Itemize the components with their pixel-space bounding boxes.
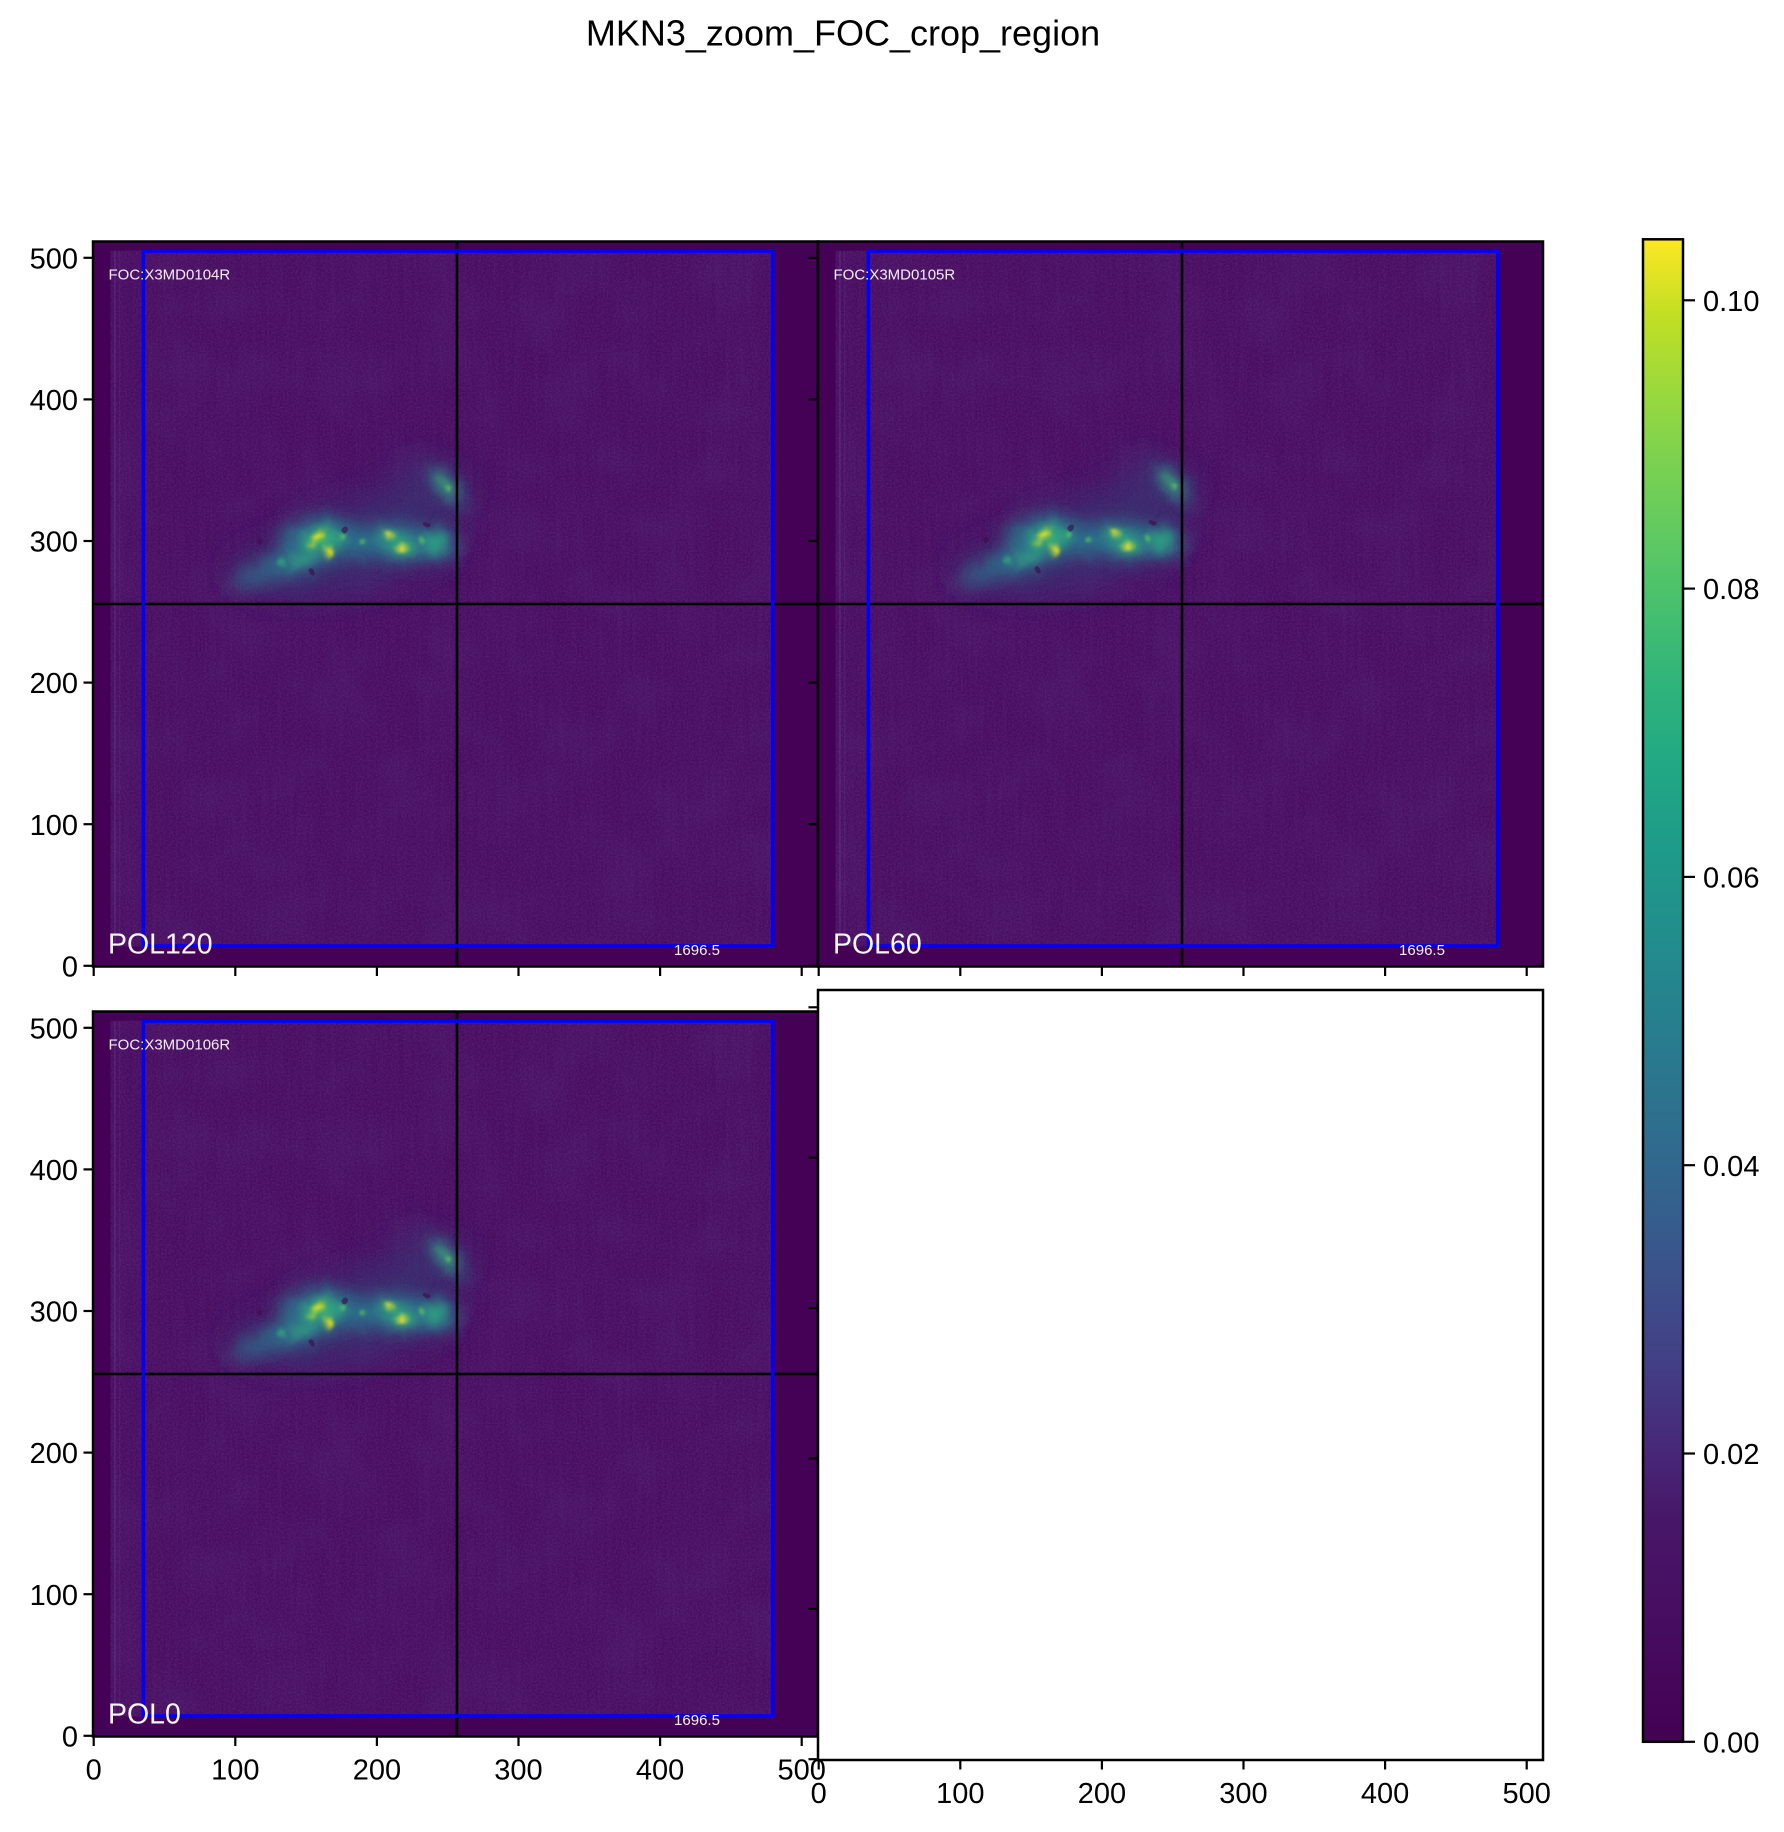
svg-text:0: 0 bbox=[62, 951, 78, 983]
svg-text:200: 200 bbox=[30, 668, 78, 700]
svg-text:1696.5: 1696.5 bbox=[674, 942, 720, 959]
svg-text:0.06: 0.06 bbox=[1703, 863, 1759, 895]
svg-text:0: 0 bbox=[811, 1778, 827, 1810]
svg-text:100: 100 bbox=[30, 810, 78, 842]
svg-text:200: 200 bbox=[353, 1755, 401, 1787]
svg-text:100: 100 bbox=[936, 1778, 984, 1810]
svg-text:500: 500 bbox=[778, 1755, 826, 1787]
svg-text:200: 200 bbox=[1078, 1778, 1126, 1810]
svg-text:0.00: 0.00 bbox=[1703, 1727, 1759, 1759]
svg-text:0.04: 0.04 bbox=[1703, 1151, 1759, 1183]
svg-text:400: 400 bbox=[636, 1755, 684, 1787]
svg-text:POL60: POL60 bbox=[833, 929, 922, 961]
svg-text:400: 400 bbox=[30, 385, 78, 417]
svg-text:200: 200 bbox=[30, 1438, 78, 1470]
svg-text:FOC:X3MD0104R: FOC:X3MD0104R bbox=[109, 267, 231, 284]
svg-text:300: 300 bbox=[1219, 1778, 1267, 1810]
svg-text:500: 500 bbox=[30, 1013, 78, 1045]
svg-text:0.08: 0.08 bbox=[1703, 574, 1759, 606]
svg-text:0: 0 bbox=[86, 1755, 102, 1787]
svg-text:100: 100 bbox=[30, 1580, 78, 1612]
svg-text:400: 400 bbox=[1361, 1778, 1409, 1810]
svg-text:300: 300 bbox=[30, 527, 78, 559]
svg-text:MKN3_zoom_FOC_crop_region: MKN3_zoom_FOC_crop_region bbox=[586, 13, 1100, 54]
svg-text:FOC:X3MD0106R: FOC:X3MD0106R bbox=[109, 1037, 231, 1054]
svg-text:0: 0 bbox=[62, 1721, 78, 1753]
svg-text:400: 400 bbox=[30, 1155, 78, 1187]
svg-text:300: 300 bbox=[30, 1297, 78, 1329]
svg-text:0.10: 0.10 bbox=[1703, 286, 1759, 318]
svg-text:300: 300 bbox=[494, 1755, 542, 1787]
svg-text:500: 500 bbox=[30, 243, 78, 275]
svg-text:100: 100 bbox=[211, 1755, 259, 1787]
svg-text:POL0: POL0 bbox=[108, 1699, 181, 1731]
svg-text:1696.5: 1696.5 bbox=[1399, 942, 1445, 959]
svg-text:500: 500 bbox=[1503, 1778, 1551, 1810]
svg-text:1696.5: 1696.5 bbox=[674, 1712, 720, 1729]
svg-text:POL120: POL120 bbox=[108, 929, 213, 961]
svg-text:0.02: 0.02 bbox=[1703, 1439, 1759, 1471]
svg-text:FOC:X3MD0105R: FOC:X3MD0105R bbox=[834, 267, 956, 284]
